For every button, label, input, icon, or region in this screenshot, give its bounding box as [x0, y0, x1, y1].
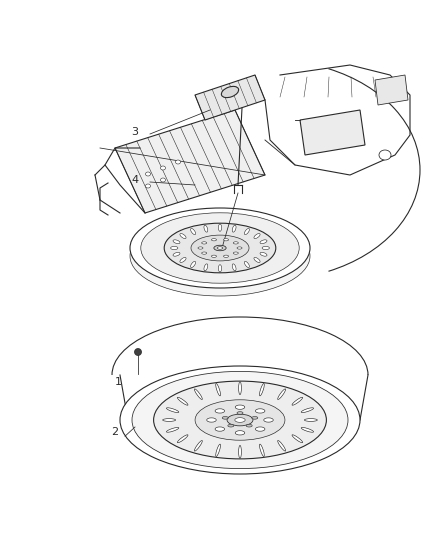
Ellipse shape [130, 208, 310, 288]
Ellipse shape [260, 240, 267, 244]
Ellipse shape [219, 265, 222, 272]
Polygon shape [115, 110, 265, 213]
Ellipse shape [162, 418, 176, 422]
Ellipse shape [180, 233, 186, 239]
Ellipse shape [252, 416, 258, 419]
Ellipse shape [262, 246, 269, 249]
Ellipse shape [145, 184, 151, 188]
Ellipse shape [254, 233, 260, 239]
Text: 3: 3 [131, 127, 138, 137]
Ellipse shape [219, 224, 222, 231]
Ellipse shape [191, 261, 196, 268]
Ellipse shape [177, 435, 188, 443]
Polygon shape [300, 110, 365, 155]
Ellipse shape [228, 424, 234, 427]
Ellipse shape [217, 247, 223, 249]
Ellipse shape [232, 264, 236, 271]
Ellipse shape [264, 418, 273, 422]
Ellipse shape [154, 381, 326, 459]
Text: 1: 1 [114, 377, 121, 387]
Ellipse shape [214, 245, 226, 251]
Ellipse shape [215, 409, 225, 413]
Ellipse shape [177, 397, 188, 405]
Ellipse shape [173, 253, 180, 256]
Polygon shape [195, 75, 265, 120]
Ellipse shape [235, 418, 245, 422]
Ellipse shape [212, 239, 216, 241]
Ellipse shape [223, 255, 229, 257]
Ellipse shape [223, 239, 229, 241]
Ellipse shape [246, 424, 252, 427]
Ellipse shape [237, 247, 242, 249]
Ellipse shape [301, 427, 314, 432]
Ellipse shape [212, 255, 216, 257]
Ellipse shape [255, 409, 265, 413]
Ellipse shape [259, 444, 264, 456]
Ellipse shape [207, 418, 216, 422]
Text: 2: 2 [111, 427, 119, 437]
Ellipse shape [134, 349, 141, 356]
Ellipse shape [198, 247, 203, 249]
Ellipse shape [195, 400, 285, 440]
Ellipse shape [166, 408, 179, 413]
Ellipse shape [160, 178, 166, 182]
Ellipse shape [171, 246, 178, 249]
Ellipse shape [237, 411, 243, 414]
Ellipse shape [292, 397, 303, 405]
Ellipse shape [120, 366, 360, 474]
Ellipse shape [304, 418, 317, 422]
Ellipse shape [259, 384, 264, 396]
Ellipse shape [130, 216, 310, 296]
Ellipse shape [233, 252, 238, 254]
Ellipse shape [255, 427, 265, 431]
Ellipse shape [204, 264, 208, 271]
Ellipse shape [160, 166, 166, 170]
Ellipse shape [215, 427, 225, 431]
Ellipse shape [164, 223, 276, 273]
Ellipse shape [235, 405, 245, 409]
Ellipse shape [141, 213, 299, 283]
Ellipse shape [222, 416, 228, 419]
Ellipse shape [244, 261, 249, 268]
Ellipse shape [173, 240, 180, 244]
Ellipse shape [204, 225, 208, 232]
Ellipse shape [232, 225, 236, 232]
Ellipse shape [191, 235, 249, 261]
Ellipse shape [176, 160, 180, 164]
Ellipse shape [180, 257, 186, 262]
Ellipse shape [216, 444, 220, 456]
Ellipse shape [194, 389, 202, 400]
Ellipse shape [132, 372, 348, 469]
Ellipse shape [166, 427, 179, 432]
Ellipse shape [301, 408, 314, 413]
Ellipse shape [201, 252, 207, 254]
Ellipse shape [216, 384, 220, 396]
Ellipse shape [254, 257, 260, 262]
Ellipse shape [278, 389, 286, 400]
Ellipse shape [194, 440, 202, 451]
Ellipse shape [260, 253, 267, 256]
Ellipse shape [239, 382, 241, 394]
Polygon shape [375, 75, 408, 105]
Ellipse shape [233, 242, 238, 244]
Ellipse shape [278, 440, 286, 451]
Ellipse shape [379, 150, 391, 160]
Ellipse shape [244, 229, 249, 235]
Ellipse shape [227, 414, 253, 426]
Ellipse shape [292, 435, 303, 443]
Ellipse shape [201, 242, 207, 244]
Ellipse shape [191, 229, 196, 235]
Ellipse shape [145, 172, 151, 176]
Ellipse shape [235, 431, 245, 435]
Ellipse shape [239, 446, 241, 458]
Ellipse shape [221, 86, 239, 98]
Text: 4: 4 [131, 175, 138, 185]
